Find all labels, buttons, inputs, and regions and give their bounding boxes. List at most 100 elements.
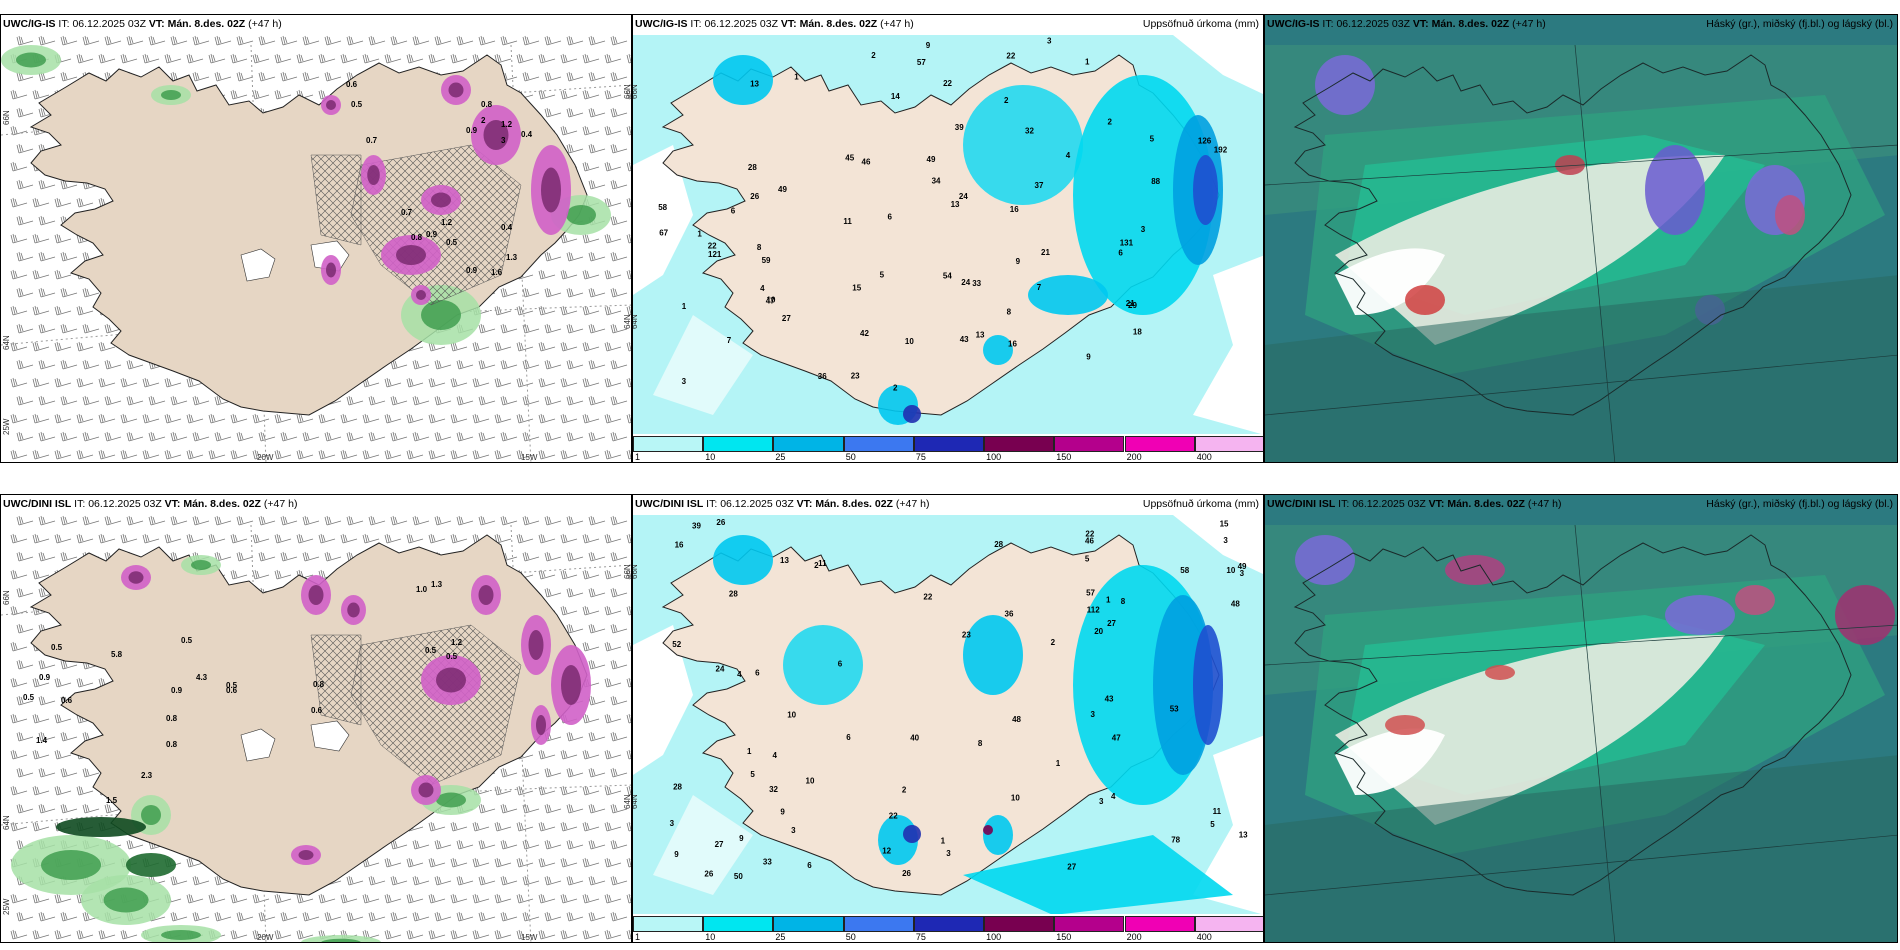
precip-type-value: 4.3 [196,673,208,682]
precip-type-value: 0.8 [481,100,493,109]
accum-value: 11 [843,217,852,226]
accum-value: 1 [941,837,946,846]
precip-type-value: 1.5 [106,796,118,805]
lat-label-right: 66N [623,84,632,99]
precip-type-value: 0.8 [166,714,178,723]
accum-value: 8 [757,243,762,252]
accum-value: 1 [697,230,702,239]
panel-field-label: Uppsöfnuð úrkoma (mm) [1142,498,1259,510]
accum-value: 16 [1008,339,1017,348]
colorbar-label: 150 [1056,452,1072,462]
colorbar-label: 100 [986,452,1002,462]
colorbar-swatch [1054,916,1125,932]
colorbar-swatch [633,916,704,932]
accum-value: 126 [1198,137,1212,146]
precip-type-value: 0.8 [313,680,325,689]
init-time-label: IT: [1322,18,1334,30]
accum-value: 9 [739,834,744,843]
panel-title: UWC/IG-IS IT: 06.12.2025 03Z VT: Mán. 8.… [1267,18,1546,30]
colorbar-label: 200 [1126,452,1142,462]
colorbar-label: 1 [635,932,641,942]
accum-value: 7 [1037,283,1042,292]
accum-value: 49 [1238,562,1247,571]
accum-value: 13 [780,556,789,565]
accum-value: 2 [893,384,898,393]
accum-value: 3 [1240,569,1245,578]
colorbar-swatch [773,916,844,932]
accum-value: 5 [1150,135,1155,144]
model-name: UWC/IG-IS [3,18,56,30]
accum-value: 10 [787,710,796,719]
accum-value: 3 [1099,797,1104,806]
accum-value: 8 [1121,597,1126,606]
lat-label: 66N [2,110,11,125]
precip-type-value: 1.3 [506,253,518,262]
accum-value: 21 [1041,248,1050,257]
accum-value: 28 [729,590,738,599]
precip-type-value: 3 [501,136,506,145]
precip-type-value: 0.5 [226,681,238,690]
accum-value: 22 [1006,52,1015,61]
accum-value: 16 [1010,205,1019,214]
colorbar-swatch [1124,916,1195,932]
valid-time-label: VT: [164,498,181,510]
precip-type-value: 1.2 [501,120,513,129]
accum-value: 54 [943,272,952,281]
accum-value: 5 [750,770,755,779]
accum-value: 13 [951,200,960,209]
valid-time: Mán. 8.des. 02Z [799,18,878,30]
accum-value: 6 [731,206,736,215]
lead-time: (+47 h) [248,18,282,30]
accum-value: 9 [674,850,679,859]
precip-type-value: 0.6 [226,686,238,695]
precip-type-value: 0.5 [51,643,63,652]
valid-time: Mán. 8.des. 02Z [815,498,893,510]
accum-value: 13 [976,331,985,340]
init-time-label: IT: [690,18,702,30]
panel-dini-cloud-cover: UWC/DINI ISL IT: 06.12.2025 03Z VT: Mán.… [1264,494,1898,943]
accum-value: 6 [846,733,851,742]
cloud-cover-map [1265,15,1897,462]
colorbar-label: 75 [915,452,926,462]
accum-value: 45 [845,153,854,162]
accum-value: 20 [1094,627,1103,636]
accum-value: 57 [917,58,926,67]
accum-value: 8 [1007,308,1012,317]
accum-value: 8 [978,739,983,748]
valid-time: Mán. 8.des. 02Z [1431,18,1510,30]
accum-value: 46 [1085,536,1094,545]
accum-value: 47 [1112,734,1121,743]
accum-value: 42 [860,329,869,338]
panel-igis-cloud-cover: UWC/IG-IS IT: 06.12.2025 03Z VT: Mán. 8.… [1264,14,1898,463]
valid-time-label: VT: [148,18,165,30]
accum-value: 24 [959,192,968,201]
colorbar-swatch [843,436,914,452]
accum-value: 2 [814,561,819,570]
accum-value: 1 [1085,58,1090,67]
lat-label: 25W [2,418,11,435]
accum-value: 9 [780,807,785,816]
precip-type-value: 0.7 [366,136,378,145]
accum-value: 3 [1141,225,1146,234]
accum-value: 6 [838,660,843,669]
accum-value: 43 [960,335,969,344]
precip-type-value: 0.6 [311,706,323,715]
accum-value: 10 [1226,566,1235,575]
accum-value: 3 [791,826,796,835]
cloud-cover-map [1265,495,1897,942]
accum-value: 131 [1120,238,1134,247]
colorbar-swatch [984,916,1055,932]
colorbar-swatch [1124,436,1195,452]
colorbar-swatch [633,436,704,452]
accum-value: 49 [927,155,936,164]
valid-time-label: VT: [796,498,813,510]
accum-value: 6 [807,861,812,870]
accum-value: 78 [1171,836,1180,845]
colorbar-label: 25 [775,452,786,462]
init-time-label: IT: [706,498,718,510]
accum-value: 4 [760,284,765,293]
accum-value: 37 [1035,181,1044,190]
accum-value: 59 [762,256,771,265]
lat-label-right: 66N [623,564,632,579]
precip-type-value: 0.9 [466,126,478,135]
